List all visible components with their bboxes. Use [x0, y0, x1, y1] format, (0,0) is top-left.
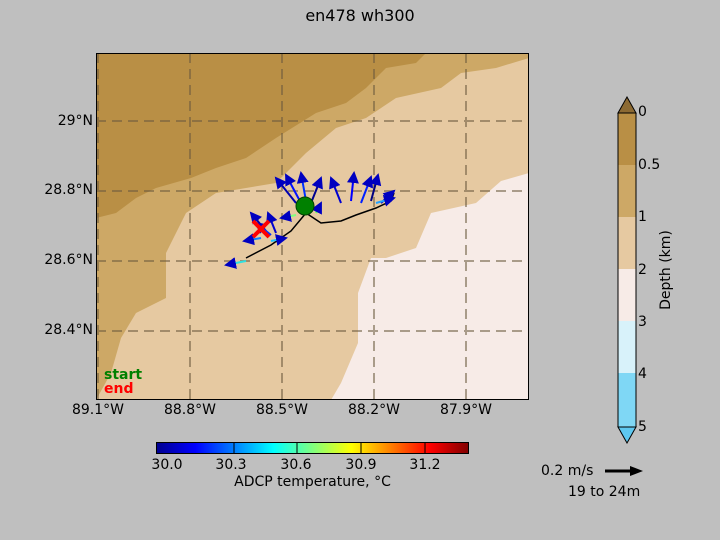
- scale-depth-range: 19 to 24m: [568, 484, 641, 500]
- lon-tick: 89.1°W: [71, 402, 124, 418]
- lon-tick: 88.5°W: [255, 402, 308, 418]
- temperature-colorbar: [156, 442, 469, 454]
- temp-tick: 31.2: [409, 457, 441, 473]
- lon-tick: 88.2°W: [347, 402, 400, 418]
- depth-tick: 5: [638, 419, 647, 435]
- depth-colorbar-label: Depth (km): [658, 230, 674, 310]
- start-marker: [295, 196, 315, 216]
- depth-colorbar: [617, 96, 637, 444]
- scale-arrow-label: 0.2 m/s: [541, 463, 594, 479]
- depth-tick: 0.5: [638, 157, 661, 173]
- map-plot: [96, 53, 529, 400]
- depth-tick: 2: [638, 262, 647, 278]
- lon-tick: 87.9°W: [439, 402, 492, 418]
- depth-tick: 3: [638, 314, 647, 330]
- lat-tick: 28.4°N: [44, 322, 93, 338]
- start-label: start: [104, 367, 143, 383]
- depth-tick: 4: [638, 366, 647, 382]
- shallow-region: [96, 53, 426, 218]
- map-frame: [96, 53, 529, 400]
- temp-tick: 30.0: [151, 457, 183, 473]
- depth-tick: 1: [638, 209, 647, 225]
- gridlines: [96, 53, 529, 400]
- scale-arrow-icon: [605, 466, 643, 476]
- plot-title: en478 wh300: [305, 6, 415, 25]
- temp-tick: 30.3: [215, 457, 247, 473]
- lat-tick: 28.6°N: [44, 252, 93, 268]
- lat-tick: 28.8°N: [44, 182, 93, 198]
- end-label: end: [104, 381, 134, 397]
- lat-tick: 29°N: [57, 113, 93, 129]
- temp-tick: 30.9: [345, 457, 377, 473]
- temperature-colorbar-label: ADCP temperature, °C: [234, 474, 391, 490]
- depth-tick: 0: [638, 104, 647, 120]
- current-vectors: [224, 171, 396, 269]
- lon-tick: 88.8°W: [163, 402, 216, 418]
- end-marker: [251, 219, 271, 239]
- temp-tick: 30.6: [280, 457, 312, 473]
